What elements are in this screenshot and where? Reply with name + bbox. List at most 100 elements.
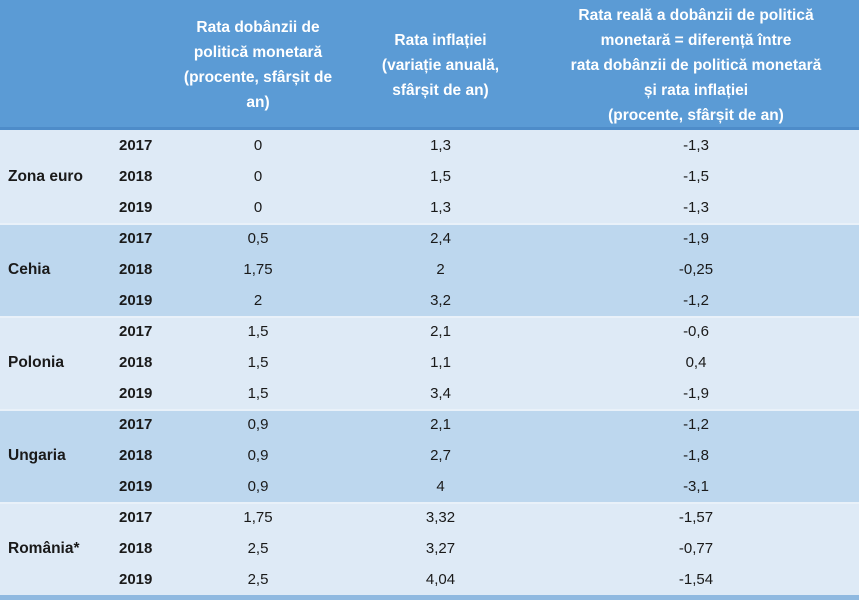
- inflation-cell: 2,7: [430, 447, 451, 464]
- header-line: (variație anuală,: [381, 56, 500, 74]
- policy-rate-cell: 0: [253, 137, 263, 154]
- table-row: 2018 2,5 3,27 -0,77: [0, 533, 859, 564]
- real-rate-cell: -1,3: [683, 137, 709, 154]
- table-row: 2019 1,5 3,4 -1,9: [0, 378, 859, 409]
- year-cell: 2019: [119, 292, 153, 309]
- inflation-cell: 2: [436, 261, 445, 278]
- policy-rate-cell: 2,5: [247, 540, 269, 557]
- inflation-cell: 1,5: [430, 168, 451, 185]
- header-line: (procente, sfârșit de an): [608, 106, 784, 124]
- year-cell: 2018: [119, 354, 153, 371]
- year-cell: 2018: [119, 168, 153, 185]
- table-row: România* 2017 1,75 3,32 -1,57: [0, 502, 859, 557]
- real-rate-cell: -1,2: [683, 292, 709, 309]
- table-row: Cehia 2017 0,5 2,4 -1,9: [0, 223, 859, 278]
- header-line: monetară = diferență între: [600, 31, 792, 49]
- group-ungaria: Ungaria 2017 0,9 2,1 -1,2 2018 0,9 2,7 -…: [0, 409, 859, 502]
- header-line: Rata dobânzii de: [196, 19, 320, 36]
- real-rate-cell: -1,5: [683, 168, 709, 185]
- policy-rate-cell: 0,5: [168, 223, 348, 254]
- policy-rate-cell: 1,5: [247, 385, 269, 402]
- year-cell: 2018: [119, 447, 153, 464]
- header-line: politică monetară: [193, 44, 323, 61]
- inflation-cell: 4: [436, 478, 445, 495]
- inflation-cell: 3,2: [430, 292, 451, 309]
- real-rate-cell: -1,3: [683, 199, 709, 216]
- inflation-cell: 4,04: [425, 571, 456, 588]
- header-policy-rate: Rata dobânzii de politică monetară (proc…: [168, 0, 348, 130]
- real-rate-cell: -0,25: [678, 261, 714, 278]
- header-line: (procente, sfârșit de: [183, 69, 333, 86]
- group-zona-euro: Zona euro 2017 0 1,3 -1,3 2018 0 1,5 -1,…: [0, 130, 859, 223]
- policy-rate-cell: 0,9: [247, 478, 269, 495]
- policy-rate-cell: 2: [253, 292, 263, 309]
- header-row: Rata dobânzii de politică monetară (proc…: [0, 0, 859, 130]
- real-rate-cell: -3,1: [683, 478, 709, 495]
- header-line: sfârșit de an): [392, 81, 489, 99]
- table-row: Ungaria 2017 0,9 2,1 -1,2: [0, 409, 859, 464]
- table-bottom-border: [0, 595, 859, 600]
- real-rate-cell: -0,77: [678, 540, 714, 557]
- year-cell: 2019: [119, 199, 153, 216]
- year-cell: 2017: [112, 223, 168, 254]
- year-cell: 2019: [119, 478, 153, 495]
- inflation-cell: 1,1: [430, 354, 451, 371]
- country-label: Polonia: [0, 316, 112, 409]
- year-cell: 2017: [112, 409, 168, 440]
- real-rate-cell: -1,54: [678, 571, 714, 588]
- table-row: 2019 2,5 4,04 -1,54: [0, 564, 859, 595]
- year-cell: 2019: [119, 571, 153, 588]
- inflation-cell: 1,3: [430, 199, 451, 216]
- header-real-rate: Rata reală a dobânzii de politică moneta…: [533, 0, 859, 130]
- table-row: 2019 2 3,2 -1,2: [0, 285, 859, 316]
- header-line: an): [246, 94, 270, 111]
- policy-rate-cell: 1,5: [247, 354, 269, 371]
- inflation-cell: 3,27: [425, 540, 456, 557]
- inflation-cell: 3,32: [348, 502, 533, 533]
- real-rate-cell: -1,2: [533, 409, 859, 440]
- table-row: Polonia 2017 1,5 2,1 -0,6: [0, 316, 859, 371]
- table-row: 2018 0,9 2,7 -1,8: [0, 440, 859, 471]
- table-row: 2019 0,9 4 -3,1: [0, 471, 859, 502]
- header-line: Rata reală a dobânzii de politică: [578, 6, 814, 24]
- group-polonia: Polonia 2017 1,5 2,1 -0,6 2018 1,5 1,1 0…: [0, 316, 859, 409]
- header-line: rata dobânzii de politică monetară: [570, 56, 822, 74]
- header-empty-cell: [0, 0, 168, 130]
- policy-rate-cell: 1,5: [168, 316, 348, 347]
- year-cell: 2018: [119, 261, 153, 278]
- inflation-cell: 2,1: [348, 409, 533, 440]
- policy-rate-cell: 1,75: [168, 502, 348, 533]
- policy-rate-cell: 0,9: [168, 409, 348, 440]
- inflation-cell: 1,3: [430, 137, 451, 154]
- group-cehia: Cehia 2017 0,5 2,4 -1,9 2018 1,75 2 -0,2…: [0, 223, 859, 316]
- inflation-cell: 2,1: [348, 316, 533, 347]
- year-cell: 2017: [119, 137, 153, 154]
- table-row: 2018 1,5 1,1 0,4: [0, 347, 859, 378]
- real-rate-cell: 0,4: [685, 354, 707, 371]
- header-inflation: Rata inflației (variație anuală, sfârșit…: [348, 0, 533, 130]
- real-rate-cell: -0,6: [533, 316, 859, 347]
- table-row: 2019 0 1,3 -1,3: [0, 192, 859, 223]
- policy-rate-cell: 0,9: [247, 447, 269, 464]
- policy-rate-cell: 1,75: [243, 261, 273, 278]
- policy-rate-cell: 0: [253, 199, 263, 216]
- table-row: Zona euro 2017 0 1,3 -1,3: [0, 130, 859, 185]
- year-cell: 2017: [112, 316, 168, 347]
- table-row: 2018 0 1,5 -1,5: [0, 161, 859, 192]
- header-line: și rata inflației: [643, 81, 749, 99]
- real-rate-cell: -1,9: [683, 385, 709, 402]
- year-cell: 2019: [119, 385, 153, 402]
- group-romania: România* 2017 1,75 3,32 -1,57 2018 2,5 3…: [0, 502, 859, 595]
- header-line: Rata inflației: [394, 31, 487, 49]
- real-rate-cell: -1,8: [683, 447, 709, 464]
- policy-rate-cell: 2,5: [247, 571, 269, 588]
- real-rate-cell: -1,9: [533, 223, 859, 254]
- inflation-cell: 2,4: [348, 223, 533, 254]
- real-rate-cell: -1,57: [533, 502, 859, 533]
- year-cell: 2017: [112, 502, 168, 533]
- country-label: România*: [0, 502, 112, 595]
- country-label: Cehia: [0, 223, 112, 316]
- country-label: Ungaria: [0, 409, 112, 502]
